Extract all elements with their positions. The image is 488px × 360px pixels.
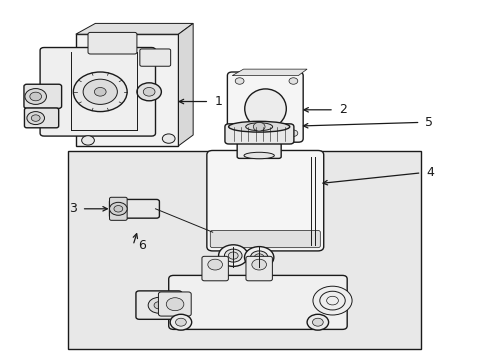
Circle shape	[170, 314, 191, 330]
Circle shape	[83, 79, 117, 104]
FancyBboxPatch shape	[68, 151, 420, 349]
Circle shape	[81, 136, 94, 145]
FancyBboxPatch shape	[24, 84, 61, 108]
Circle shape	[312, 318, 323, 326]
Circle shape	[250, 251, 267, 264]
Circle shape	[166, 298, 183, 311]
Circle shape	[244, 247, 273, 268]
Circle shape	[175, 318, 186, 326]
Circle shape	[137, 83, 161, 101]
Circle shape	[288, 78, 297, 84]
Circle shape	[224, 249, 242, 262]
FancyBboxPatch shape	[158, 292, 191, 316]
Circle shape	[251, 259, 266, 270]
FancyBboxPatch shape	[245, 256, 272, 281]
FancyBboxPatch shape	[136, 291, 182, 319]
Circle shape	[25, 89, 46, 104]
Circle shape	[235, 78, 244, 84]
Circle shape	[154, 302, 163, 309]
FancyBboxPatch shape	[224, 124, 293, 144]
Circle shape	[27, 112, 44, 125]
Ellipse shape	[228, 121, 289, 132]
FancyBboxPatch shape	[109, 199, 159, 218]
Circle shape	[235, 130, 244, 136]
FancyBboxPatch shape	[109, 197, 127, 220]
FancyBboxPatch shape	[210, 230, 320, 248]
Circle shape	[207, 259, 222, 270]
Circle shape	[254, 254, 264, 261]
Ellipse shape	[244, 89, 286, 129]
Circle shape	[114, 206, 122, 212]
Circle shape	[73, 72, 127, 112]
FancyBboxPatch shape	[227, 72, 303, 142]
Circle shape	[109, 202, 127, 215]
FancyBboxPatch shape	[202, 256, 228, 281]
FancyBboxPatch shape	[140, 49, 170, 66]
Text: 6: 6	[138, 239, 145, 252]
Circle shape	[253, 122, 264, 131]
Circle shape	[143, 87, 155, 96]
FancyBboxPatch shape	[40, 48, 155, 136]
Text: 1: 1	[214, 95, 222, 108]
Text: 4: 4	[426, 166, 433, 179]
FancyBboxPatch shape	[237, 138, 281, 158]
Circle shape	[162, 134, 175, 143]
Circle shape	[288, 130, 297, 136]
Circle shape	[312, 286, 351, 315]
Circle shape	[306, 314, 328, 330]
Text: 5: 5	[425, 116, 432, 129]
Text: 3: 3	[69, 202, 77, 215]
Circle shape	[148, 297, 169, 313]
Circle shape	[31, 115, 40, 121]
Text: 2: 2	[338, 103, 346, 116]
Ellipse shape	[245, 123, 272, 131]
FancyBboxPatch shape	[88, 32, 137, 54]
Circle shape	[218, 245, 247, 266]
Polygon shape	[76, 23, 193, 34]
Polygon shape	[178, 23, 193, 146]
FancyBboxPatch shape	[168, 275, 346, 329]
Polygon shape	[76, 34, 178, 146]
Circle shape	[94, 87, 106, 96]
FancyBboxPatch shape	[206, 150, 323, 251]
FancyBboxPatch shape	[24, 108, 59, 128]
Ellipse shape	[244, 152, 274, 159]
Polygon shape	[232, 69, 306, 76]
Circle shape	[30, 92, 41, 101]
Circle shape	[228, 252, 238, 259]
